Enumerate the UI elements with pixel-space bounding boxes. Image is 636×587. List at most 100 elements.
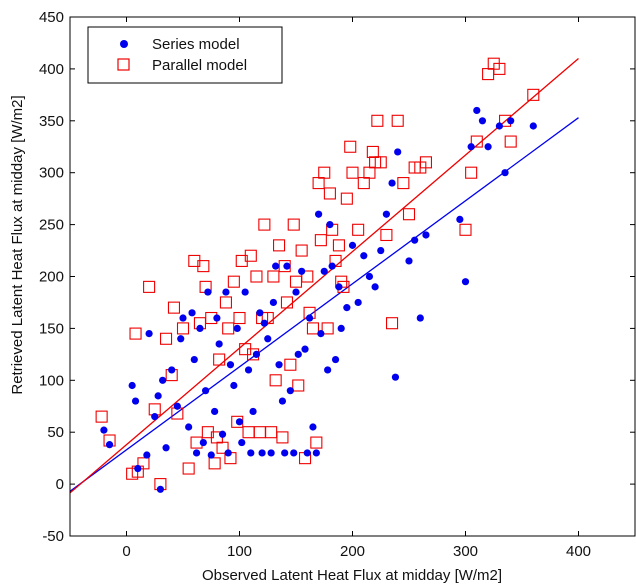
parallel-point: [419, 156, 433, 169]
series-point: [241, 288, 249, 296]
parallel-point: [371, 114, 384, 127]
series-point: [272, 262, 280, 270]
series-point: [202, 387, 210, 395]
series-point: [162, 444, 170, 452]
series-point: [467, 143, 475, 151]
parallel-point: [323, 187, 336, 200]
series-point: [495, 122, 503, 130]
parallel-point: [250, 270, 263, 283]
series-point: [249, 407, 257, 416]
parallel-point: [318, 166, 331, 179]
series-point: [156, 485, 164, 493]
parallel-point: [374, 156, 387, 169]
series-point: [199, 438, 207, 447]
parallel-point: [402, 208, 416, 221]
series-point: [226, 361, 235, 369]
parallel-point: [470, 135, 483, 148]
parallel-point: [295, 244, 308, 257]
series-point: [292, 288, 300, 296]
parallel-point: [493, 62, 506, 75]
series-point: [100, 426, 108, 434]
y-tick-label: 450: [39, 9, 64, 26]
series-point: [365, 272, 374, 281]
parallel-point: [287, 218, 300, 231]
parallel-point: [391, 114, 404, 127]
legend-box: [87, 26, 283, 84]
series-point: [159, 376, 167, 384]
x-tick-label: 400: [566, 543, 591, 560]
series-point: [529, 122, 537, 130]
parallel-point: [301, 270, 314, 283]
series-point: [377, 246, 385, 255]
parallel-point: [276, 431, 289, 444]
x-tick-label: 300: [453, 543, 478, 560]
series-point: [233, 324, 241, 332]
series-point: [320, 267, 328, 275]
series-point: [168, 366, 176, 374]
series-point: [188, 309, 196, 317]
series-point: [382, 210, 390, 218]
parallel-point: [244, 249, 257, 262]
series-point: [331, 355, 340, 364]
parallel-point: [344, 140, 357, 153]
series-point: [151, 413, 159, 421]
series-point: [360, 252, 368, 260]
axis-ticks: 0 100 200 300 400 -50 0 50 100 150 200 250 300 350 400…: [39, 9, 635, 560]
series-point: [224, 449, 232, 457]
series-point: [267, 449, 275, 457]
parallel-point: [258, 218, 271, 231]
series-point: [196, 324, 204, 332]
parallel-point: [213, 353, 226, 366]
legend-marker-parallel: [117, 58, 130, 71]
series-point: [303, 449, 311, 457]
parallel-point: [272, 239, 286, 252]
series-point: [260, 319, 268, 327]
parallel-point: [321, 322, 334, 335]
series-point: [275, 361, 283, 369]
parallel-point: [269, 374, 282, 387]
series-point: [309, 423, 317, 431]
parallel-point: [167, 301, 181, 314]
fit-line-parallel: [70, 58, 579, 494]
series-point: [394, 148, 402, 156]
parallel-point: [233, 311, 246, 325]
y-tick-label: 300: [39, 165, 64, 182]
series-point: [264, 335, 272, 343]
legend: Series model Parallel model: [87, 26, 283, 84]
series-point: [348, 241, 357, 249]
y-tick-label: 250: [39, 217, 64, 234]
parallel-point: [340, 192, 353, 205]
series-point: [501, 169, 509, 177]
series-point: [258, 449, 266, 457]
series-point: [185, 423, 193, 431]
series-point: [190, 355, 198, 364]
series-point: [179, 314, 187, 322]
x-tick-label: 200: [340, 543, 365, 560]
y-tick-label: 200: [39, 269, 64, 286]
series-point: [354, 298, 362, 307]
series-point: [337, 324, 345, 332]
parallel-point: [137, 457, 150, 470]
series-point: [238, 438, 246, 447]
series-point: [256, 309, 264, 317]
series-point: [105, 441, 114, 449]
series-point: [456, 215, 464, 224]
y-tick-label: 350: [39, 113, 64, 130]
series-point: [211, 407, 219, 416]
parallel-point: [182, 462, 195, 475]
series-point: [391, 373, 400, 381]
parallel-point: [216, 441, 229, 454]
series-point: [207, 451, 215, 459]
series-point: [286, 387, 294, 395]
series-point: [484, 143, 492, 151]
parallel-point: [380, 228, 393, 242]
series-point: [281, 449, 289, 457]
parallel-point: [227, 275, 240, 288]
series-point: [371, 283, 379, 291]
parallel-point: [314, 234, 327, 247]
parallel-point: [143, 280, 156, 293]
series-point: [461, 278, 470, 286]
parallel-point: [267, 270, 280, 283]
y-tick-label: 400: [39, 61, 64, 78]
series-point: [192, 449, 201, 457]
